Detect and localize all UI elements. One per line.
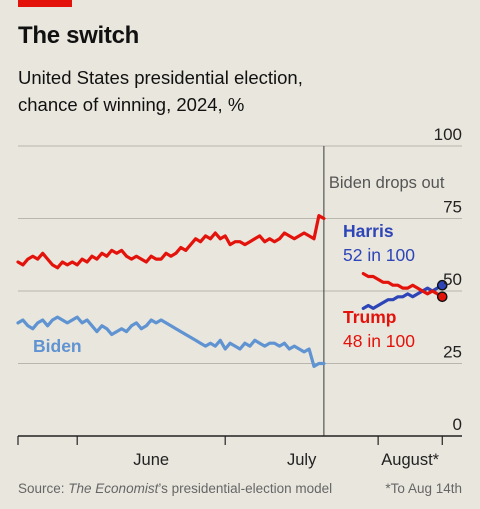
label-layer: Harris 52 in 100 Trump 48 in 100 Biden xyxy=(33,221,415,356)
y-tick-label-100: 100 xyxy=(434,125,462,144)
source-publication: The Economist xyxy=(68,481,159,496)
chart-title: The switch xyxy=(18,22,140,49)
footnote: *To Aug 14th xyxy=(385,481,462,496)
end-label-name-harris: Harris xyxy=(343,221,394,241)
chart-subtitle: United States presidential election, cha… xyxy=(18,64,303,118)
subtitle-line-2: chance of winning, 2024, % xyxy=(18,94,245,115)
series-layer xyxy=(16,214,448,368)
event-label: Biden drops out xyxy=(329,174,445,192)
y-tick-label-25: 25 xyxy=(443,343,462,362)
source-note: Source: The Economist’s presidential-ele… xyxy=(18,481,332,496)
series-line-trump-0 xyxy=(16,214,326,270)
y-tick-label-50: 50 xyxy=(443,270,462,289)
x-tick-label-july: July xyxy=(287,451,317,469)
end-label-value-trump: 48 in 100 xyxy=(343,331,415,351)
subtitle-line-1: United States presidential election, xyxy=(18,67,303,88)
series-line-harris-2 xyxy=(361,283,444,310)
grid-layer xyxy=(18,145,462,364)
series-line-trump-3 xyxy=(361,272,444,299)
endpoint-marker-harris xyxy=(436,279,448,291)
end-label-value-harris: 52 in 100 xyxy=(343,245,415,265)
brand-red-tag xyxy=(18,0,72,7)
y-tick-label-75: 75 xyxy=(443,198,462,217)
source-suffix: ’s presidential-election model xyxy=(158,481,333,496)
x-tick-label-august: August* xyxy=(381,451,439,469)
series-label-biden: Biden xyxy=(33,336,82,356)
event-layer: Biden drops out xyxy=(323,146,445,436)
source-prefix: Source: xyxy=(18,481,69,496)
y-tick-label-0: 0 xyxy=(453,415,462,434)
series-line-biden-1 xyxy=(16,315,326,368)
axis-layer: 0 25 50 75 100 June July August* xyxy=(17,125,462,469)
endpoint-marker-trump xyxy=(436,291,448,303)
x-tick-label-june: June xyxy=(133,451,169,469)
end-label-name-trump: Trump xyxy=(343,307,396,327)
